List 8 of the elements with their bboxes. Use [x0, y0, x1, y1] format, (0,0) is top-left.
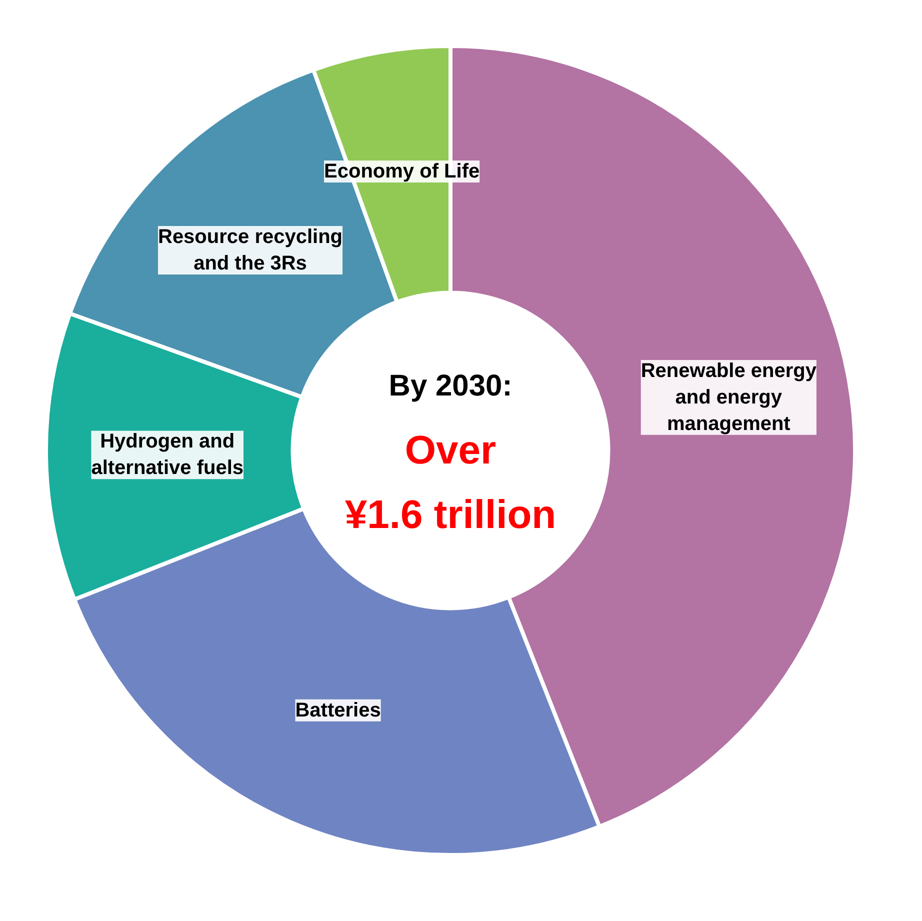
slice-label: Batteries [295, 699, 381, 722]
slice-label: Economy of Life [324, 160, 480, 183]
text: ¥1.6 trillion [344, 493, 556, 538]
text: By 2030: [388, 369, 512, 402]
text: Over [404, 428, 496, 472]
slice-label: Resource recycling and the 3Rs [158, 226, 343, 274]
slice-label: Renewable energy and energy management [640, 360, 818, 435]
slice-label: Hydrogen and alternative fuels [91, 430, 244, 480]
